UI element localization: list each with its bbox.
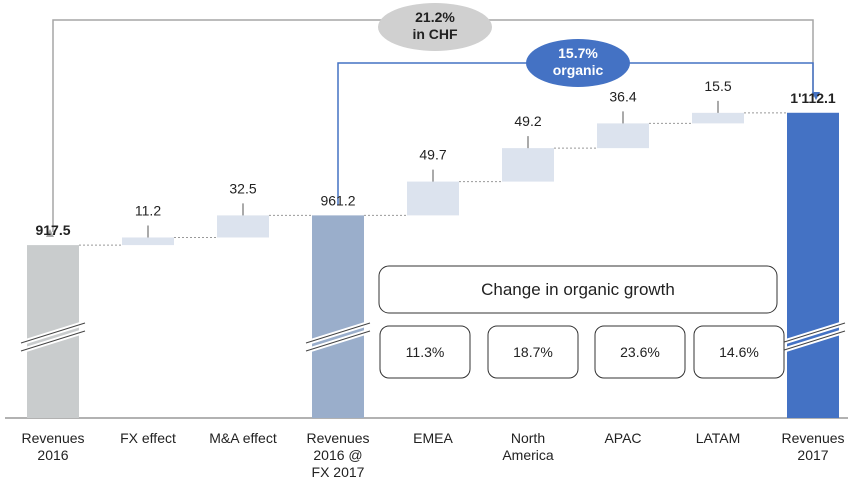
x-tick-label: North America [502,430,554,463]
bar [407,181,459,216]
x-tick-label: FX effect [120,430,176,446]
value-label: 36.4 [609,88,636,104]
x-tick-label: APAC [604,430,641,446]
growth-label: 18.7% [513,344,553,360]
value-label: 49.2 [514,113,541,129]
organic-box [378,265,778,314]
value-label: 917.5 [35,222,70,238]
growth-box [594,325,686,379]
x-tick-label: Revenues 2017 [781,430,844,463]
growth-label: 11.3% [406,344,445,360]
organic-bubble [526,39,630,87]
axis-break-line [780,322,846,352]
value-label: 15.5 [704,78,731,94]
x-tick-label: M&A effect [209,430,277,446]
bar [597,123,649,149]
axis-break-line [20,322,86,352]
x-tick-label: Revenues 2016 [21,430,84,463]
bar [692,112,744,124]
chf-bubble [378,3,492,51]
axis-break-line [305,322,371,352]
value-label: 49.7 [419,147,446,163]
chf-label: 21.2% in CHF [412,9,458,42]
bar [312,215,364,418]
value-label: 961.2 [320,192,355,208]
growth-box [379,325,471,379]
growth-label: 14.6% [719,344,759,360]
growth-box [487,325,579,379]
bar [122,237,174,246]
bar [217,215,269,238]
x-tick-label: Revenues 2016 @ FX 2017 [306,430,369,480]
growth-box [693,325,785,379]
bar [787,112,839,418]
value-label: 32.5 [229,180,256,196]
organic-label: 15.7% organic [553,45,604,78]
x-tick-label: LATAM [696,430,741,446]
organic-box-label: Change in organic growth [481,280,675,299]
bar [502,148,554,182]
x-tick-label: EMEA [413,430,453,446]
value-label: 1'112.1 [790,90,836,106]
value-label: 11.2 [135,202,161,218]
growth-label: 23.6% [620,344,660,360]
